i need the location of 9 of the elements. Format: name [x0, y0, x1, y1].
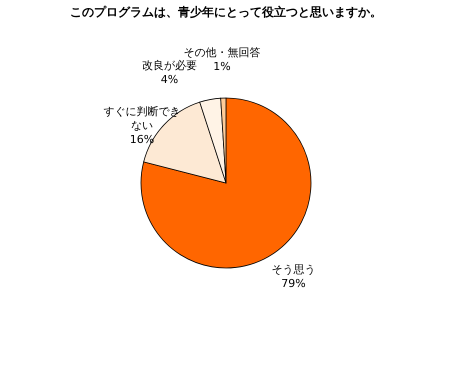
data-label: 1% — [213, 60, 231, 74]
slice-label: すぐに判断できない — [103, 105, 180, 132]
slice-label: 改良が必要 — [142, 58, 197, 72]
data-label: 79% — [281, 276, 306, 290]
chart-title: このプログラムは、青少年にとって役立つと思いますか。 — [70, 5, 382, 19]
slice-label: その他・無回答 — [183, 46, 260, 60]
data-label: 16% — [130, 133, 154, 146]
data-label: 4% — [160, 72, 178, 86]
slice-label: そう思う — [271, 262, 316, 276]
